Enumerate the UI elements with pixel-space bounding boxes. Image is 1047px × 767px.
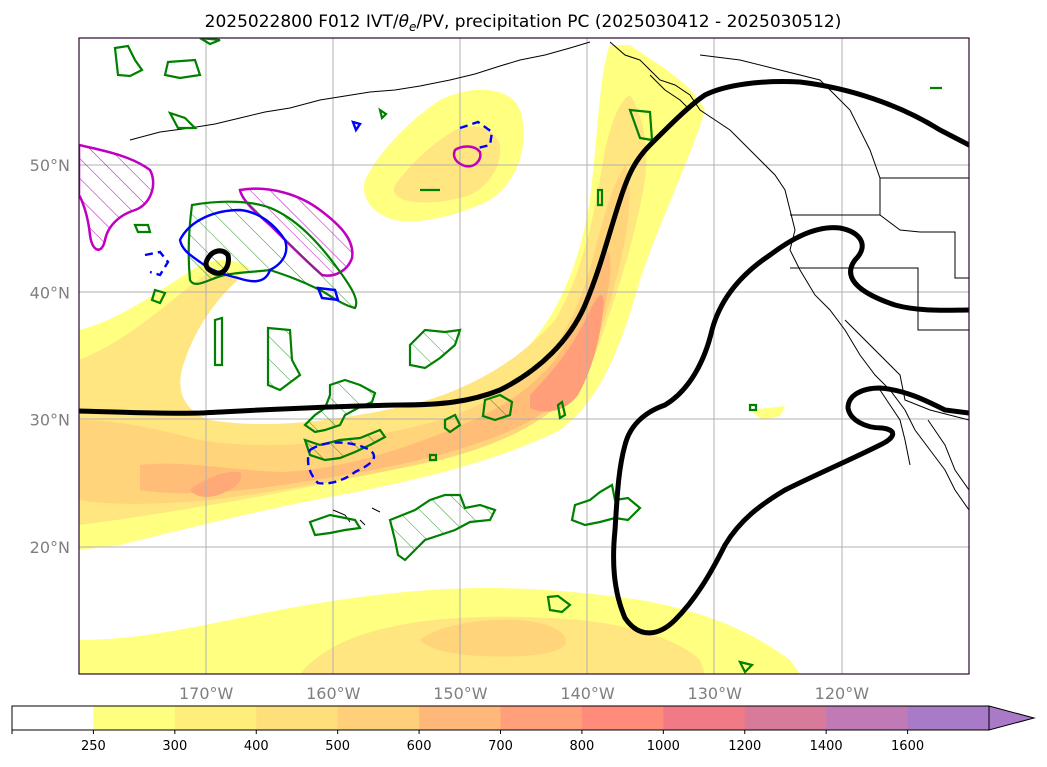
colorbar: 250 300 400 500 600 700 800 1000 1200 1400 1600 <box>11 705 1036 754</box>
pv-blue-contours <box>144 120 494 485</box>
colorbar-label: 1400 <box>810 739 843 754</box>
colorbar-label: 800 <box>570 739 595 754</box>
colorbar-label: 400 <box>244 739 269 754</box>
colorbar-segment <box>581 706 664 730</box>
colorbar-label: 1000 <box>647 739 680 754</box>
longitude-tick-labels: 170°W 160°W 150°W 140°W 130°W 120°W <box>179 684 869 703</box>
lat-tick-label: 20°N <box>30 538 70 557</box>
colorbar-label: 300 <box>162 739 187 754</box>
lon-tick-label: 130°W <box>688 684 743 703</box>
colorbar-segment <box>12 706 94 730</box>
colorbar-segment <box>256 706 339 730</box>
colorbar-label: 500 <box>325 739 350 754</box>
lon-tick-label: 120°W <box>815 684 870 703</box>
coastlines <box>129 41 969 526</box>
colorbar-label: 700 <box>488 739 513 754</box>
colorbar-segment <box>337 706 420 730</box>
colorbar-segment <box>500 706 583 730</box>
colorbar-segment <box>744 706 827 730</box>
colorbar-segment <box>93 706 176 730</box>
colorbar-label: 1200 <box>728 739 761 754</box>
colorbar-extend-arrow <box>988 705 1036 731</box>
pv-magenta-contour <box>452 145 482 168</box>
map-panel <box>79 38 969 674</box>
graticule <box>79 38 969 674</box>
lon-tick-label: 140°W <box>560 684 615 703</box>
figure-title: 2025022800 F012 IVT/θe/PV, precipitation… <box>205 12 842 34</box>
pv-green-contours <box>113 38 942 674</box>
colorbar-segment <box>826 706 909 730</box>
colorbar-label: 250 <box>81 739 106 754</box>
lon-tick-label: 150°W <box>433 684 488 703</box>
lat-tick-label: 30°N <box>30 411 70 430</box>
map-frame <box>78 37 970 675</box>
lon-tick-label: 170°W <box>179 684 234 703</box>
lat-tick-label: 50°N <box>30 156 70 175</box>
colorbar-segment <box>174 706 257 730</box>
colorbar-label: 1600 <box>891 739 924 754</box>
colorbar-label: 600 <box>407 739 432 754</box>
colorbar-segment <box>663 706 746 730</box>
colorbar-segment <box>419 706 501 730</box>
colorbar-segment <box>907 706 990 730</box>
lat-tick-label: 40°N <box>30 283 70 302</box>
latitude-tick-labels: 20°N 30°N 40°N 50°N <box>30 156 70 557</box>
theta-e-contours <box>79 79 969 636</box>
lon-tick-label: 160°W <box>306 684 361 703</box>
pv-hatched-regions <box>79 143 358 310</box>
